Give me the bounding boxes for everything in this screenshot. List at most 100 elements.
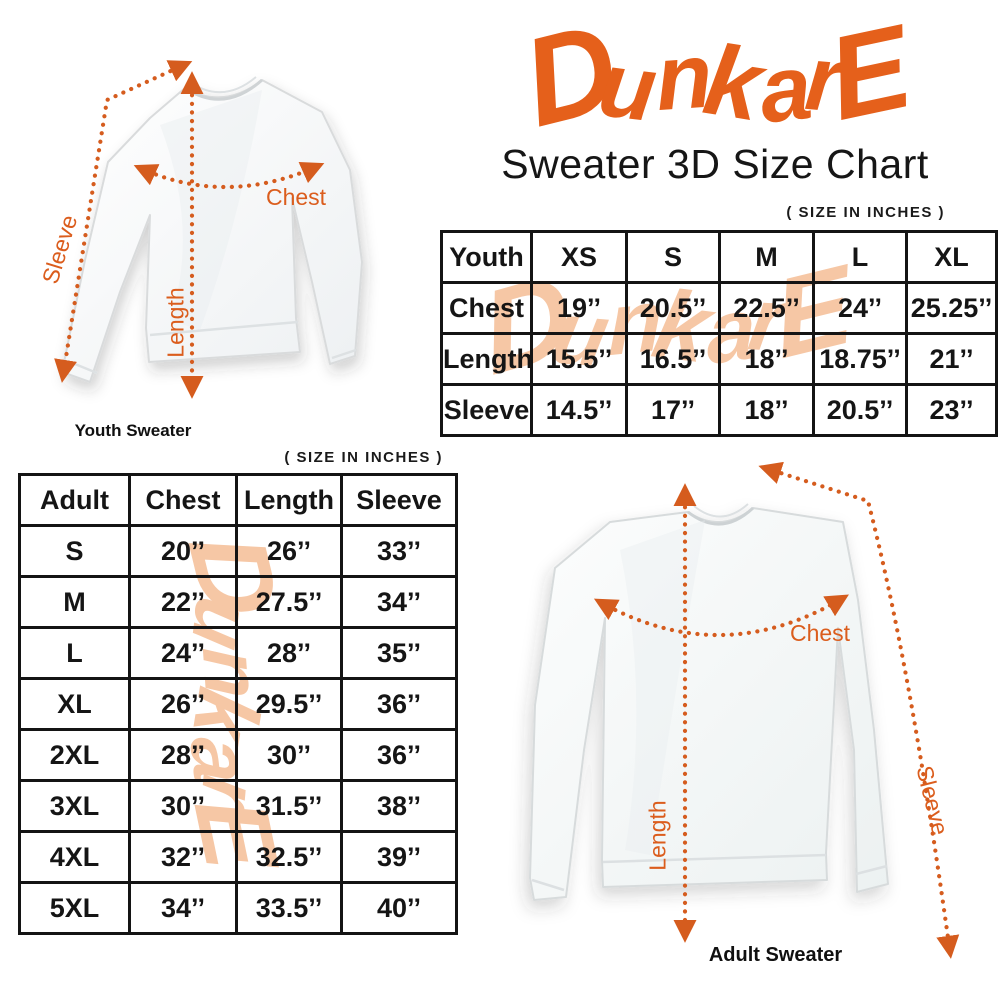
size-cell: 22.5’’ bbox=[718, 281, 815, 335]
row-header-2xl: 2XL bbox=[18, 728, 131, 782]
row-header-chest: Chest bbox=[440, 281, 533, 335]
size-cell: 18.75’’ bbox=[812, 332, 908, 386]
youth-chest-row: Chest 19’’ 20.5’’ 22.5’’ 24’’ 25.25’’ bbox=[440, 281, 998, 335]
chest-measure-arrow bbox=[593, 594, 849, 638]
youth-header-row: Youth XS S M L XL bbox=[440, 230, 998, 284]
row-header-5xl: 5XL bbox=[18, 881, 131, 935]
page-title: Sweater 3D Size Chart bbox=[501, 141, 929, 187]
adult-size-table: Adult Chest Length Sleeve S 20’’ 26’’ 33… bbox=[18, 473, 458, 935]
row-header-3xl: 3XL bbox=[18, 779, 131, 833]
size-cell: 31.5’’ bbox=[235, 779, 343, 833]
size-cell: 22’’ bbox=[128, 575, 238, 629]
size-cell: 24’’ bbox=[128, 626, 238, 680]
row-header-length: Length bbox=[440, 332, 533, 386]
youth-sweater-illustration: Sleeve Length Chest bbox=[0, 30, 440, 430]
size-cell: 24’’ bbox=[812, 281, 908, 335]
youth-sweater-graphic bbox=[54, 60, 363, 399]
youth-col-m: M bbox=[718, 230, 815, 284]
brand-logo-text: DunkarE bbox=[509, 0, 923, 154]
size-cell: 25.25’’ bbox=[905, 281, 998, 335]
size-cell: 20’’ bbox=[128, 524, 238, 578]
sweater-body bbox=[61, 76, 363, 383]
size-cell: 28’’ bbox=[235, 626, 343, 680]
adult-col-sleeve: Sleeve bbox=[340, 473, 458, 527]
left-cuff-line bbox=[531, 878, 565, 892]
youth-col-xs: XS bbox=[530, 230, 628, 284]
size-cell: 32.5’’ bbox=[235, 830, 343, 884]
row-header-m: M bbox=[18, 575, 131, 629]
size-cell: 16.5’’ bbox=[625, 332, 721, 386]
size-cell: 15.5’’ bbox=[530, 332, 628, 386]
size-cell: 26’’ bbox=[235, 524, 343, 578]
measure-arrows bbox=[54, 60, 325, 399]
youth-sweater-caption: Youth Sweater bbox=[74, 421, 192, 440]
size-cell: 18’’ bbox=[718, 383, 815, 437]
row-header-4xl: 4XL bbox=[18, 830, 131, 884]
size-cell: 40’’ bbox=[340, 881, 458, 935]
size-cell: 26’’ bbox=[128, 677, 238, 731]
size-cell: 33.5’’ bbox=[235, 881, 343, 935]
youth-corner-header: Youth bbox=[440, 230, 533, 284]
adult-row-xl: XL 26’’ 29.5’’ 36’’ bbox=[18, 677, 458, 731]
adult-row-5xl: 5XL 34’’ 33.5’’ 40’’ bbox=[18, 881, 458, 935]
youth-sleeve-row: Sleeve 14.5’’ 17’’ 18’’ 20.5’’ 23’’ bbox=[440, 383, 998, 437]
adult-sweater-illustration: Chest Length Sleeve bbox=[460, 450, 1000, 990]
size-cell: 38’’ bbox=[340, 779, 458, 833]
chest-measure-label: Chest bbox=[265, 184, 327, 210]
size-cell: 27.5’’ bbox=[235, 575, 343, 629]
youth-size-table: Youth XS S M L XL Chest 19’’ 20.5’’ 22.5… bbox=[440, 230, 998, 437]
row-header-xl: XL bbox=[18, 677, 131, 731]
right-cuff-line bbox=[331, 348, 357, 360]
adult-corner-header: Adult bbox=[18, 473, 131, 527]
size-cell: 20.5’’ bbox=[812, 383, 908, 437]
row-header-l: L bbox=[18, 626, 131, 680]
adult-col-chest: Chest bbox=[128, 473, 238, 527]
adult-sweater-caption: Adult Sweater bbox=[708, 944, 843, 966]
length-measure-label: Length bbox=[644, 800, 671, 871]
size-cell: 19’’ bbox=[530, 281, 628, 335]
adult-row-l: L 24’’ 28’’ 35’’ bbox=[18, 626, 458, 680]
size-cell: 18’’ bbox=[718, 332, 815, 386]
measure-arrows bbox=[593, 461, 960, 959]
size-cell: 30’’ bbox=[235, 728, 343, 782]
adult-row-m: M 22’’ 27.5’’ 34’’ bbox=[18, 575, 458, 629]
youth-size-units-note: ( SIZE IN INCHES ) bbox=[786, 204, 945, 221]
chest-measure-label: Chest bbox=[789, 620, 851, 646]
size-cell: 39’’ bbox=[340, 830, 458, 884]
adult-sweater-graphic bbox=[529, 461, 960, 959]
sleeve-measure-arrow bbox=[758, 461, 960, 959]
size-cell: 36’’ bbox=[340, 728, 458, 782]
youth-col-s: S bbox=[625, 230, 721, 284]
row-header-sleeve: Sleeve bbox=[440, 383, 533, 437]
size-cell: 20.5’’ bbox=[625, 281, 721, 335]
size-cell: 33’’ bbox=[340, 524, 458, 578]
size-cell: 34’’ bbox=[128, 881, 238, 935]
size-cell: 30’’ bbox=[128, 779, 238, 833]
sweater-body bbox=[529, 503, 889, 901]
youth-col-l: L bbox=[812, 230, 908, 284]
size-cell: 14.5’’ bbox=[530, 383, 628, 437]
adult-row-2xl: 2XL 28’’ 30’’ 36’’ bbox=[18, 728, 458, 782]
brand-logo: DunkarE bbox=[430, 0, 1000, 154]
youth-length-row: Length 15.5’’ 16.5’’ 18’’ 18.75’’ 21’’ bbox=[440, 332, 998, 386]
size-cell: 32’’ bbox=[128, 830, 238, 884]
size-cell: 23’’ bbox=[905, 383, 998, 437]
size-cell: 34’’ bbox=[340, 575, 458, 629]
size-cell: 35’’ bbox=[340, 626, 458, 680]
size-cell: 21’’ bbox=[905, 332, 998, 386]
size-cell: 28’’ bbox=[128, 728, 238, 782]
row-header-s: S bbox=[18, 524, 131, 578]
youth-col-xl: XL bbox=[905, 230, 998, 284]
size-cell: 36’’ bbox=[340, 677, 458, 731]
sleeve-measure-arrow bbox=[54, 60, 193, 383]
size-cell: 29.5’’ bbox=[235, 677, 343, 731]
adult-row-s: S 20’’ 26’’ 33’’ bbox=[18, 524, 458, 578]
adult-row-4xl: 4XL 32’’ 32.5’’ 39’’ bbox=[18, 830, 458, 884]
adult-size-units-note: ( SIZE IN INCHES ) bbox=[284, 449, 443, 466]
length-measure-label: Length bbox=[162, 287, 189, 358]
adult-row-3xl: 3XL 30’’ 31.5’’ 38’’ bbox=[18, 779, 458, 833]
size-cell: 17’’ bbox=[625, 383, 721, 437]
adult-header-row: Adult Chest Length Sleeve bbox=[18, 473, 458, 527]
adult-col-length: Length bbox=[235, 473, 343, 527]
